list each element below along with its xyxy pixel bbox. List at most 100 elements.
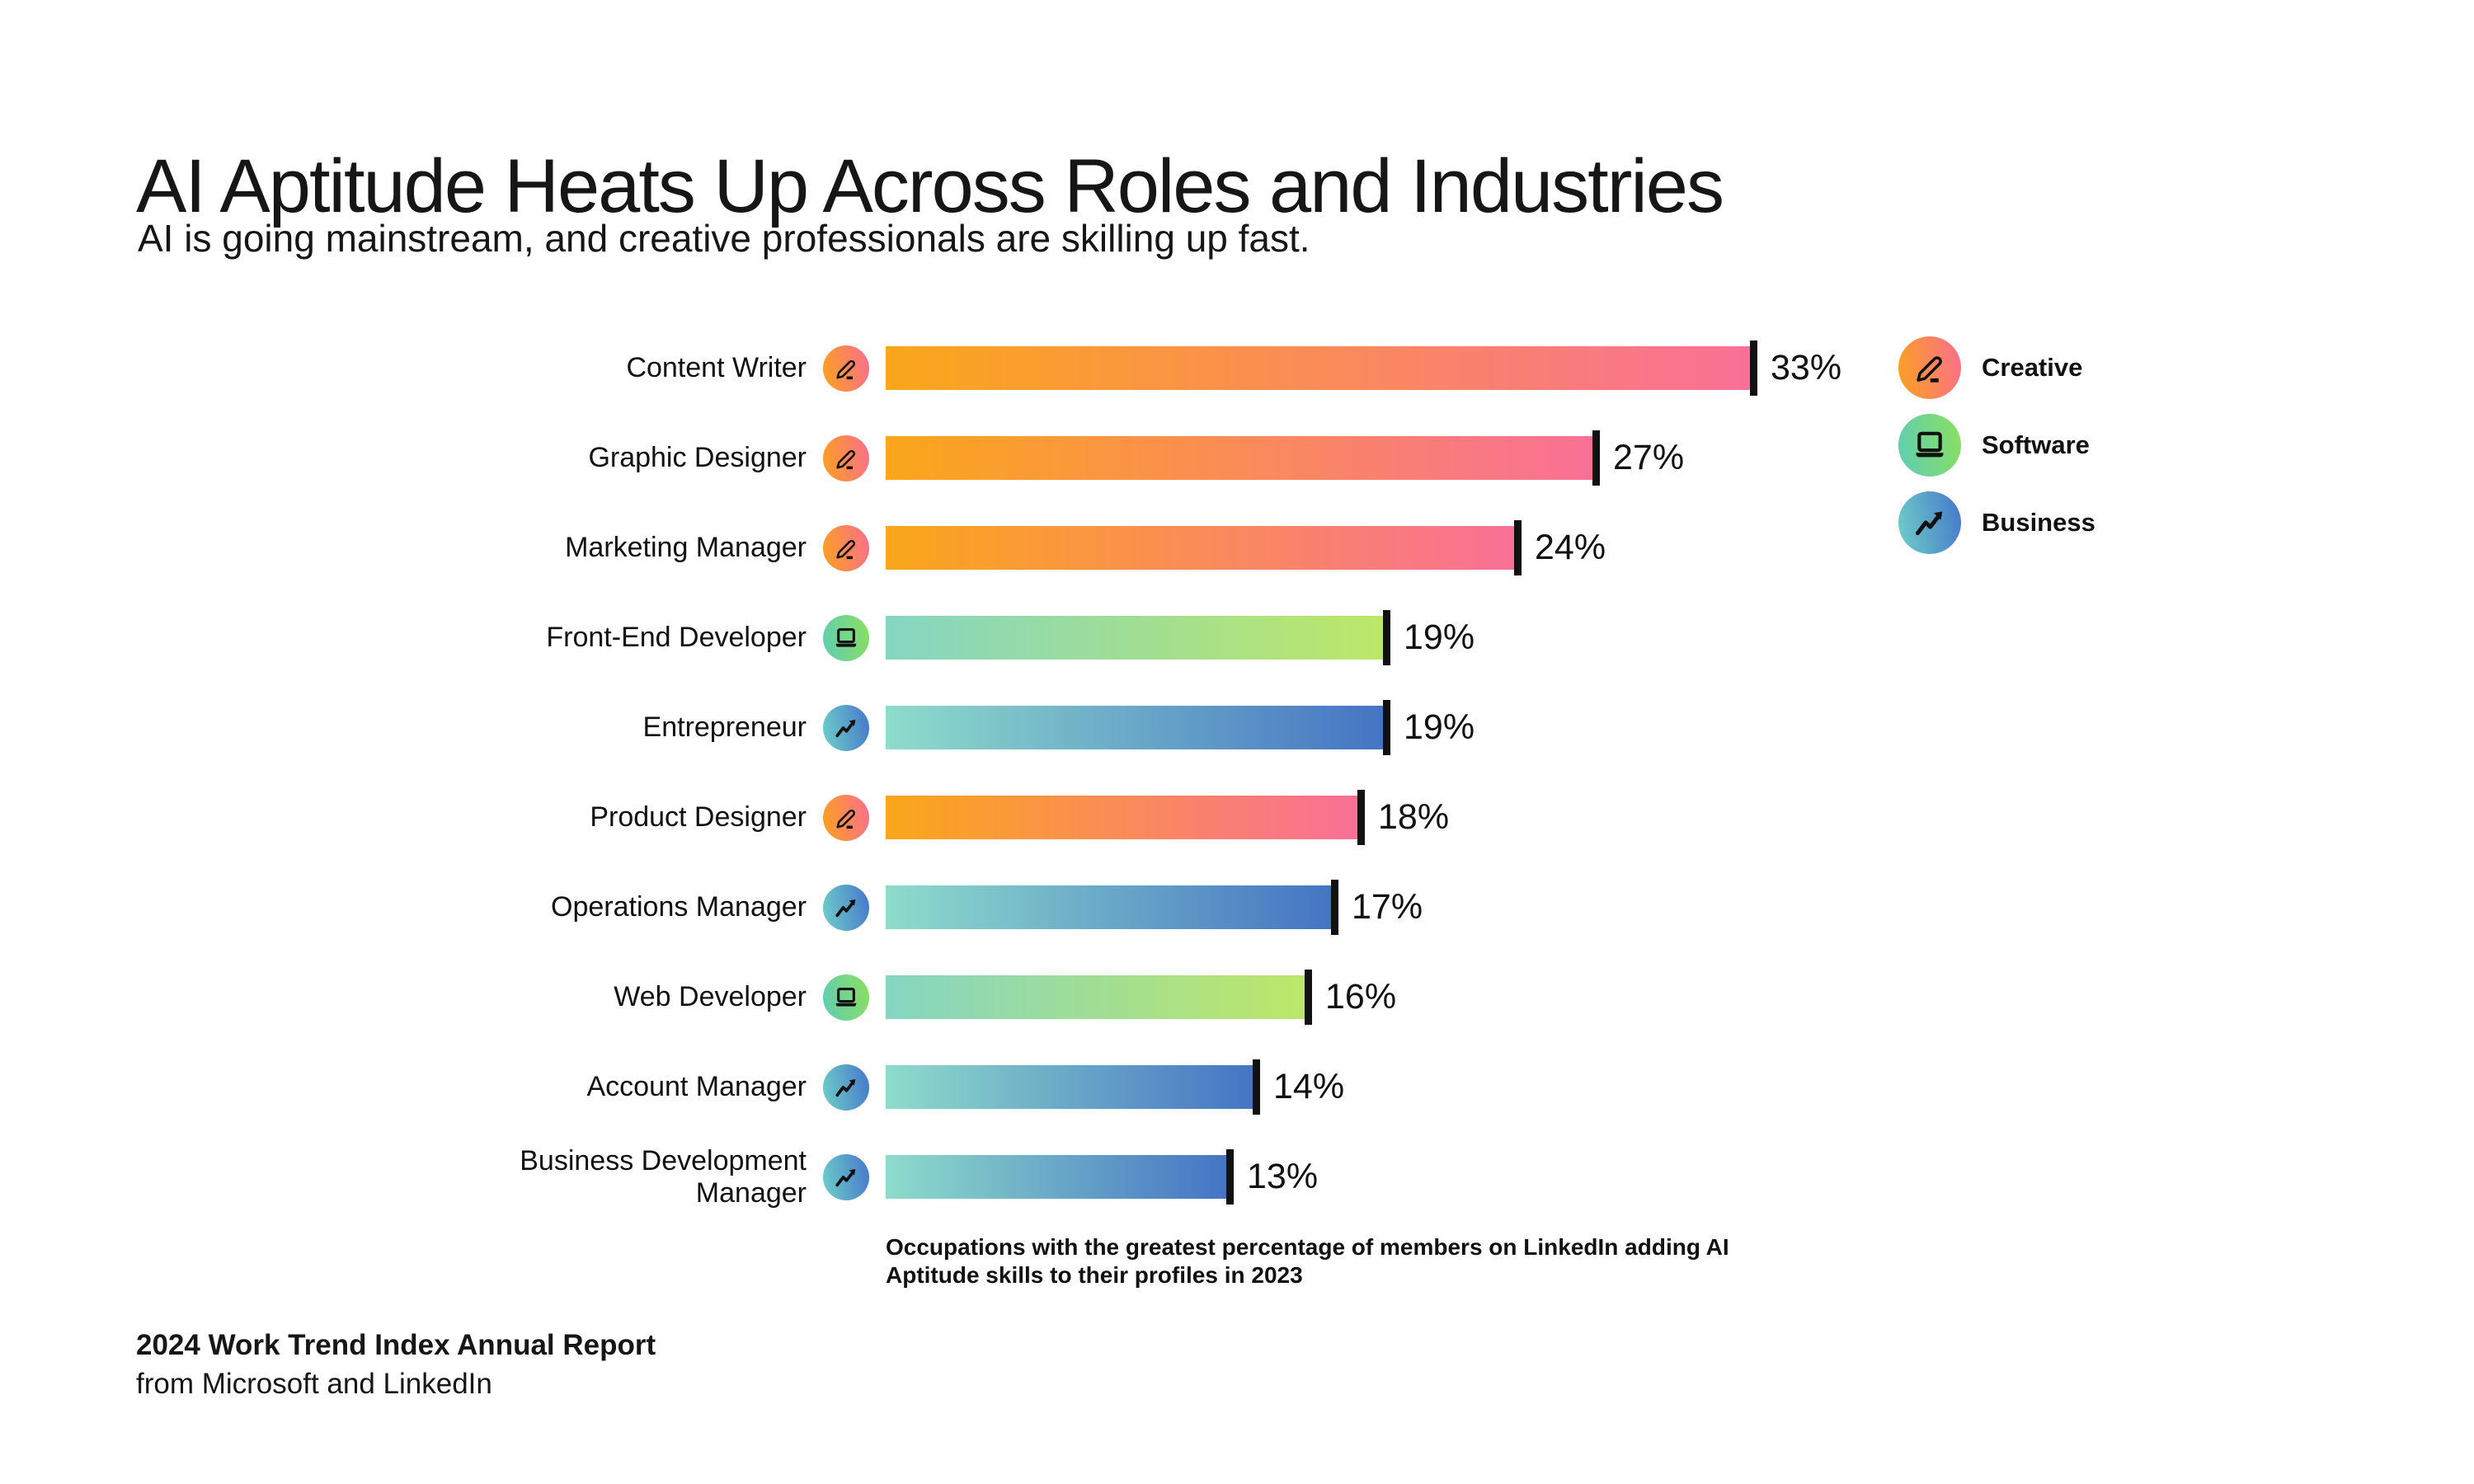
bar-end-cap bbox=[1305, 970, 1312, 1025]
category-icon-badge bbox=[823, 1153, 869, 1200]
bar-label: Front-End Developer bbox=[546, 622, 807, 654]
bar-value: 19% bbox=[1404, 618, 1475, 657]
bar-label: Web Developer bbox=[614, 981, 807, 1013]
bar-label: Graphic Designer bbox=[588, 442, 807, 474]
category-icon-badge bbox=[823, 1064, 869, 1111]
category-icon-badge bbox=[823, 974, 869, 1021]
bar-track: 13% bbox=[886, 1149, 1318, 1205]
legend-label: Creative bbox=[1982, 353, 2083, 382]
legend-swatch bbox=[1898, 491, 1961, 554]
bar-value: 17% bbox=[1352, 887, 1423, 927]
bar-label: Operations Manager bbox=[551, 891, 807, 923]
source-footer: 2024 Work Trend Index Annual Report from… bbox=[136, 1326, 656, 1404]
bar-track: 16% bbox=[886, 970, 1396, 1025]
bar bbox=[886, 436, 1592, 480]
category-icon-badge bbox=[823, 884, 869, 931]
pen-icon bbox=[836, 359, 856, 379]
bar-value: 14% bbox=[1273, 1067, 1345, 1106]
bar-end-cap bbox=[1357, 790, 1365, 845]
bar bbox=[886, 346, 1750, 390]
bar-row: Business Development Manager 13% bbox=[0, 1132, 1897, 1222]
legend-item: Software bbox=[1898, 414, 2095, 477]
category-icon-badge bbox=[823, 614, 869, 661]
bar-row: Web Developer 16% bbox=[0, 952, 1897, 1042]
bar-track: 33% bbox=[886, 340, 1841, 396]
legend-item: Business bbox=[1898, 491, 2095, 554]
laptop-icon bbox=[835, 987, 857, 1007]
category-icon-badge bbox=[823, 794, 869, 841]
bar-track: 27% bbox=[886, 430, 1684, 486]
bar-value: 16% bbox=[1325, 977, 1397, 1017]
bar-row: Content Writer 33% bbox=[0, 323, 1897, 413]
bar-label: Account Manager bbox=[586, 1071, 807, 1103]
bar-end-cap bbox=[1514, 520, 1522, 575]
legend-swatch bbox=[1898, 414, 1961, 477]
bar-track: 14% bbox=[886, 1059, 1344, 1115]
bar-track: 19% bbox=[886, 610, 1475, 665]
bar-value: 27% bbox=[1613, 438, 1685, 477]
source-report-title: 2024 Work Trend Index Annual Report bbox=[136, 1329, 656, 1361]
pen-icon bbox=[836, 449, 856, 469]
bar-value: 13% bbox=[1247, 1157, 1319, 1196]
bar-label: Content Writer bbox=[626, 352, 807, 384]
bar-value: 33% bbox=[1771, 348, 1842, 387]
laptop-icon bbox=[1916, 431, 1944, 458]
bar-label: Marketing Manager bbox=[565, 532, 807, 564]
bar-end-cap bbox=[1253, 1059, 1260, 1115]
category-icon-badge bbox=[823, 704, 869, 751]
legend-item: Creative bbox=[1898, 336, 2095, 399]
category-icon-badge bbox=[823, 434, 869, 481]
trend-up-icon bbox=[835, 1078, 856, 1097]
bar-end-cap bbox=[1383, 700, 1390, 755]
bar-row: Front-End Developer 19% bbox=[0, 593, 1897, 683]
bar-track: 17% bbox=[886, 880, 1423, 935]
bar-end-cap bbox=[1383, 610, 1390, 665]
chart-caption: Occupations with the greatest percentage… bbox=[886, 1234, 1729, 1289]
bar-label: Entrepreneur bbox=[642, 711, 807, 744]
pen-icon bbox=[836, 809, 856, 829]
bar-track: 24% bbox=[886, 520, 1606, 575]
bar-row: Entrepreneur 19% bbox=[0, 683, 1897, 773]
bar-end-cap bbox=[1226, 1149, 1234, 1205]
pen-icon bbox=[1917, 356, 1942, 383]
source-attribution: from Microsoft and LinkedIn bbox=[136, 1368, 492, 1401]
page-title: AI Aptitude Heats Up Across Roles and In… bbox=[136, 143, 1724, 228]
legend-label: Business bbox=[1982, 508, 2095, 537]
bar-row: Operations Manager 17% bbox=[0, 862, 1897, 952]
bar-row: Graphic Designer 27% bbox=[0, 413, 1897, 503]
bar-value: 24% bbox=[1535, 528, 1606, 567]
bar bbox=[886, 1065, 1253, 1109]
pen-icon bbox=[836, 539, 856, 559]
bar bbox=[886, 616, 1383, 660]
chart-legend: Creative Software Business bbox=[1898, 336, 2095, 569]
page-subtitle: AI is going mainstream, and creative pro… bbox=[138, 217, 1310, 260]
bar-end-cap bbox=[1750, 340, 1757, 396]
bar-row: Account Manager 14% bbox=[0, 1042, 1897, 1132]
bar-chart: Content Writer 33% Graphic Designer 27% Mark… bbox=[0, 323, 1897, 1222]
bar-track: 19% bbox=[886, 700, 1475, 755]
bar bbox=[886, 526, 1514, 570]
legend-swatch bbox=[1898, 336, 1961, 399]
trend-up-icon bbox=[1915, 511, 1943, 536]
category-icon-badge bbox=[823, 345, 869, 392]
bar-value: 19% bbox=[1404, 707, 1475, 747]
trend-up-icon bbox=[835, 719, 856, 737]
bar-end-cap bbox=[1331, 880, 1338, 935]
bar bbox=[886, 796, 1357, 839]
trend-up-icon bbox=[835, 1168, 856, 1186]
bar-label: Business Development Manager bbox=[520, 1145, 807, 1209]
bar-track: 18% bbox=[886, 790, 1449, 845]
bar bbox=[886, 885, 1331, 929]
bar-end-cap bbox=[1592, 430, 1600, 486]
bar-row: Product Designer 18% bbox=[0, 773, 1897, 862]
bar-value: 18% bbox=[1378, 797, 1450, 837]
bar-row: Marketing Manager 24% bbox=[0, 503, 1897, 593]
laptop-icon bbox=[835, 627, 857, 647]
category-icon-badge bbox=[823, 524, 869, 571]
bar bbox=[886, 1155, 1226, 1199]
trend-up-icon bbox=[835, 899, 856, 917]
bar bbox=[886, 706, 1383, 749]
bar-label: Product Designer bbox=[590, 801, 807, 834]
bar bbox=[886, 975, 1305, 1019]
